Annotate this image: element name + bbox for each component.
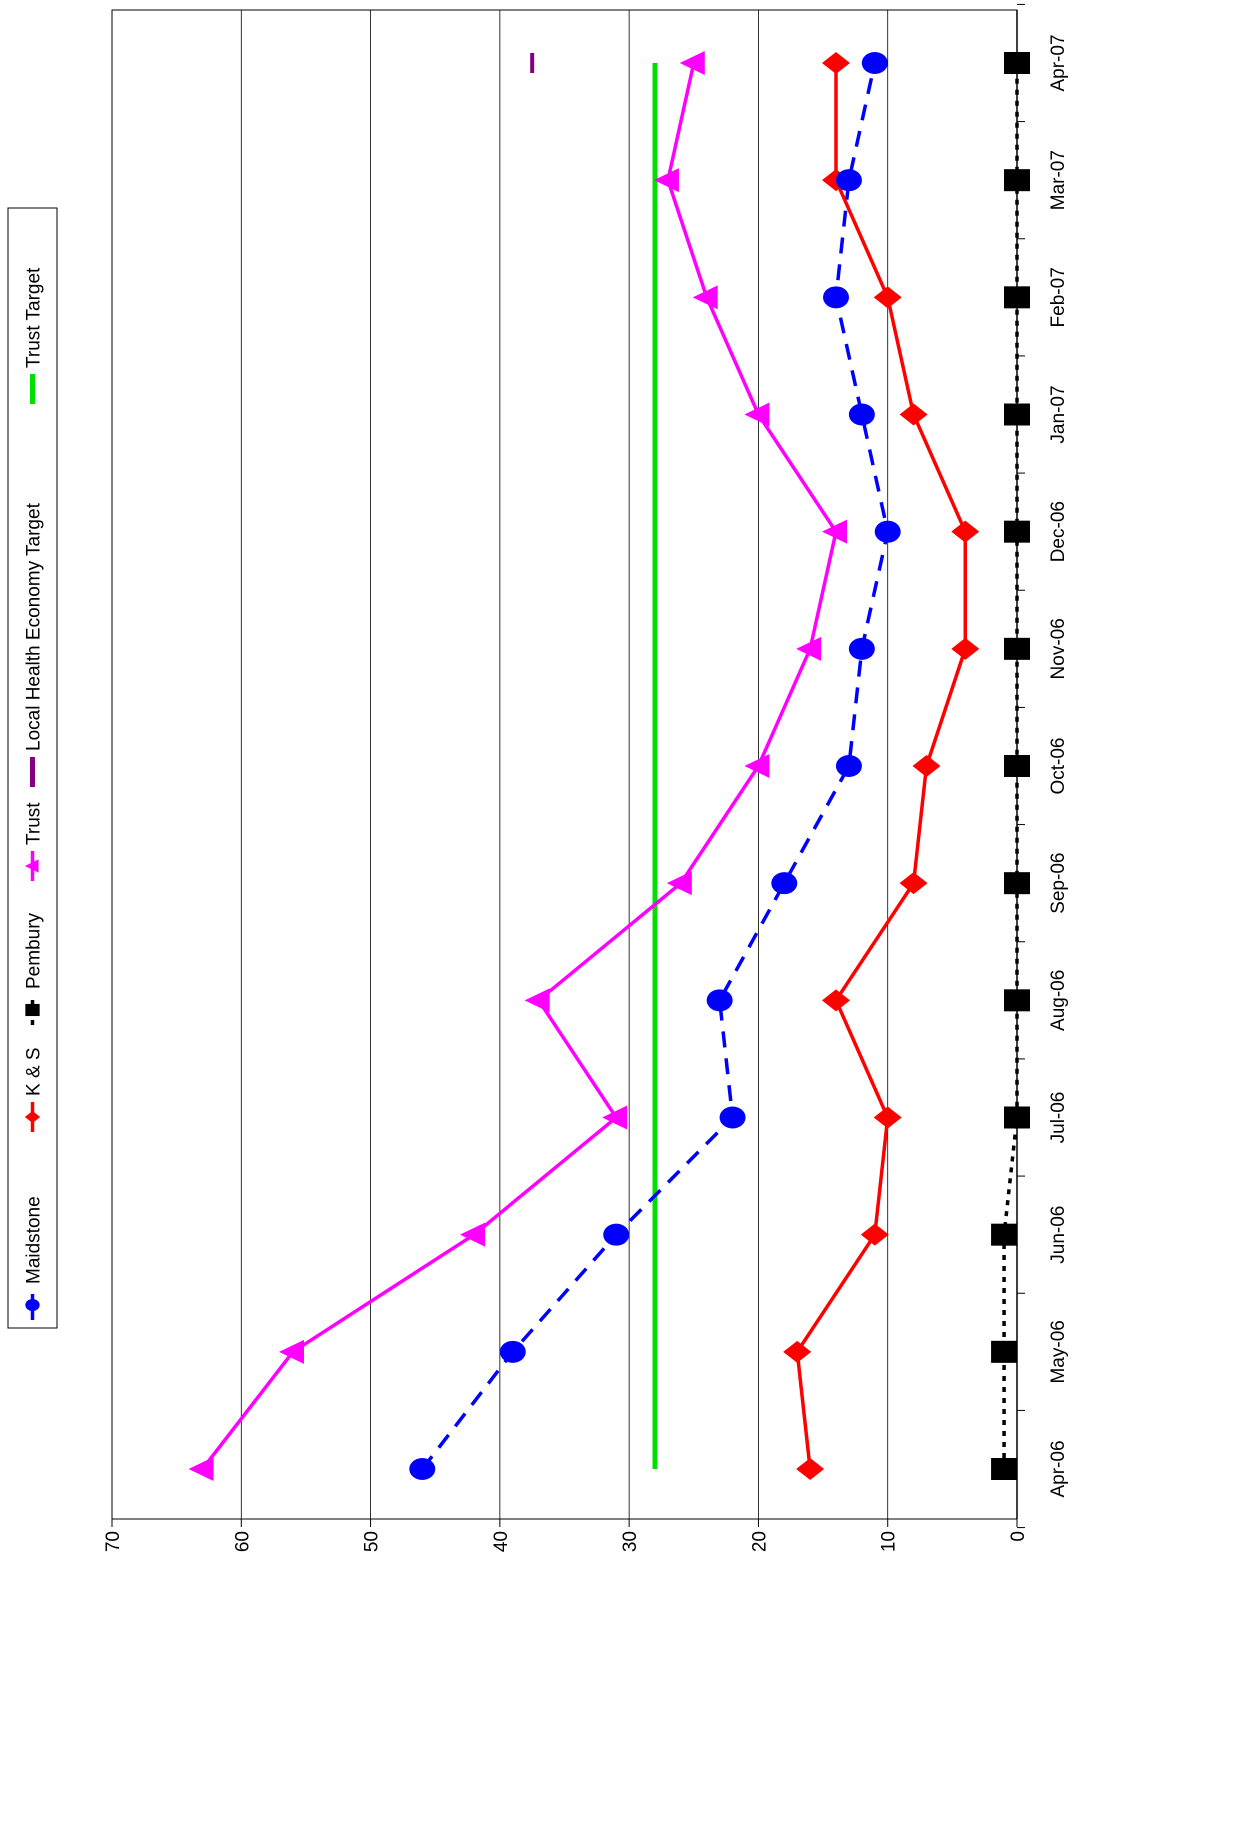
- value-axis: 0 10 20 30 40 50 60 70: [103, 10, 1029, 1552]
- series-trust: [188, 51, 847, 1481]
- data-point: [899, 403, 928, 426]
- legend-swatch-marker: [24, 859, 39, 873]
- legend-label: K & S: [24, 1047, 45, 1096]
- value-tick-label: 70: [103, 1531, 124, 1552]
- legend-item: Trust: [24, 802, 45, 881]
- category-label: Jan-07: [1048, 385, 1069, 443]
- data-point: [1004, 169, 1030, 192]
- data-point: [666, 871, 692, 896]
- data-point: [1004, 755, 1030, 777]
- legend-item: Pembury: [24, 912, 45, 1025]
- data-point: [912, 755, 941, 777]
- data-point: [822, 52, 850, 74]
- data-point: [991, 1458, 1018, 1480]
- data-point: [1004, 637, 1030, 660]
- data-point: [524, 988, 550, 1013]
- category-label: Apr-07: [1048, 34, 1069, 91]
- legend-label: Trust Target: [24, 267, 45, 368]
- data-point: [679, 51, 705, 75]
- data-point: [719, 1106, 746, 1129]
- data-point: [835, 755, 862, 777]
- plot-border: [111, 9, 1018, 1520]
- series-pembury: [991, 52, 1030, 1480]
- category-label: Aug-06: [1048, 970, 1069, 1031]
- category-label: Mar-07: [1048, 150, 1069, 210]
- data-point: [861, 52, 888, 74]
- series-maidstone: [409, 52, 901, 1480]
- data-point: [860, 1223, 889, 1246]
- data-point: [991, 1223, 1018, 1246]
- legend-swatch-marker: [25, 1298, 40, 1312]
- data-point: [1004, 989, 1030, 1012]
- data-point: [874, 520, 901, 543]
- data-point: [796, 1458, 825, 1480]
- value-tick-label: 60: [232, 1531, 253, 1552]
- data-point: [1004, 872, 1030, 895]
- value-tick-label: 20: [749, 1531, 770, 1552]
- data-point: [951, 520, 980, 543]
- legend-item: Local Health Economy Target: [24, 502, 45, 787]
- series-k-s: [783, 52, 980, 1480]
- data-point: [822, 989, 850, 1012]
- data-point: [1004, 286, 1030, 309]
- data-point: [460, 1222, 485, 1247]
- data-point: [744, 402, 770, 427]
- value-tick-label: 40: [491, 1531, 512, 1552]
- data-point: [603, 1223, 630, 1246]
- gridlines: [240, 10, 889, 1519]
- data-point: [1004, 520, 1030, 543]
- category-label: Apr-06: [1048, 1440, 1069, 1497]
- legend: Maidstone K & S Pembury Trust Local Health E…: [7, 207, 58, 1329]
- legend-item: Trust Target: [24, 267, 45, 404]
- data-point: [823, 286, 849, 309]
- category-label: Oct-06: [1048, 737, 1069, 794]
- data-point: [1004, 52, 1030, 74]
- category-label: Dec-06: [1048, 501, 1069, 562]
- data-point: [848, 637, 875, 660]
- value-tick-label: 0: [1008, 1531, 1029, 1542]
- data-point: [692, 285, 718, 310]
- data-point: [1004, 403, 1030, 426]
- data-point: [783, 1340, 812, 1363]
- data-point: [835, 169, 862, 192]
- category-label: Jul-06: [1048, 1092, 1069, 1144]
- value-tick-label: 50: [362, 1531, 383, 1552]
- data-point: [188, 1457, 214, 1481]
- data-point: [602, 1105, 628, 1130]
- data-point: [899, 872, 928, 895]
- category-label: Sep-06: [1048, 853, 1069, 914]
- category-label: Jun-06: [1048, 1206, 1069, 1264]
- category-label: May-06: [1048, 1320, 1069, 1383]
- legend-label: Maidstone: [24, 1196, 45, 1284]
- data-point: [706, 989, 733, 1012]
- category-label: Nov-06: [1048, 618, 1069, 679]
- data-point: [951, 637, 980, 660]
- data-point: [409, 1458, 436, 1480]
- data-point: [653, 168, 679, 193]
- data-point: [991, 1340, 1018, 1363]
- legend-item: Maidstone: [24, 1196, 45, 1320]
- data-point: [499, 1340, 526, 1363]
- series-layer: [188, 51, 1030, 1481]
- data-point: [873, 286, 902, 309]
- legend-label: Trust: [24, 802, 45, 845]
- category-label: Feb-07: [1048, 267, 1069, 327]
- data-point: [744, 754, 770, 778]
- value-tick-label: 30: [620, 1531, 641, 1552]
- data-point: [279, 1339, 304, 1364]
- plot-area: [111, 9, 1018, 1520]
- data-point: [873, 1106, 902, 1129]
- legend-label: Pembury: [24, 912, 45, 989]
- legend-swatch-marker: [25, 1003, 40, 1017]
- data-point: [796, 636, 822, 661]
- legend-label: Local Health Economy Target: [24, 502, 45, 751]
- data-point: [848, 403, 875, 426]
- category-axis: Apr-06 May-06 Jun-06 Jul-06 Aug-06 Sep-06 Oct-…: [1017, 3, 1069, 1529]
- value-tick-label: 10: [879, 1531, 900, 1552]
- data-point: [771, 872, 798, 895]
- data-point: [822, 519, 847, 544]
- data-point: [1004, 1106, 1030, 1129]
